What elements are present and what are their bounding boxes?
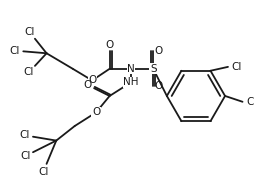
Text: Cl: Cl xyxy=(19,130,29,140)
Text: Cl: Cl xyxy=(245,97,254,107)
Text: S: S xyxy=(149,64,156,74)
Text: O: O xyxy=(91,107,100,117)
Text: Cl: Cl xyxy=(231,62,241,72)
Text: O: O xyxy=(153,46,162,56)
Text: O: O xyxy=(105,40,113,50)
Text: Cl: Cl xyxy=(24,67,34,77)
Text: N: N xyxy=(126,64,134,74)
Text: Cl: Cl xyxy=(38,167,48,177)
Text: O: O xyxy=(153,81,162,91)
Text: O: O xyxy=(88,75,96,85)
Text: Cl: Cl xyxy=(9,46,20,56)
Text: Cl: Cl xyxy=(20,151,30,161)
Text: NH: NH xyxy=(123,77,138,87)
Text: Cl: Cl xyxy=(24,27,35,37)
Text: O: O xyxy=(83,80,91,90)
